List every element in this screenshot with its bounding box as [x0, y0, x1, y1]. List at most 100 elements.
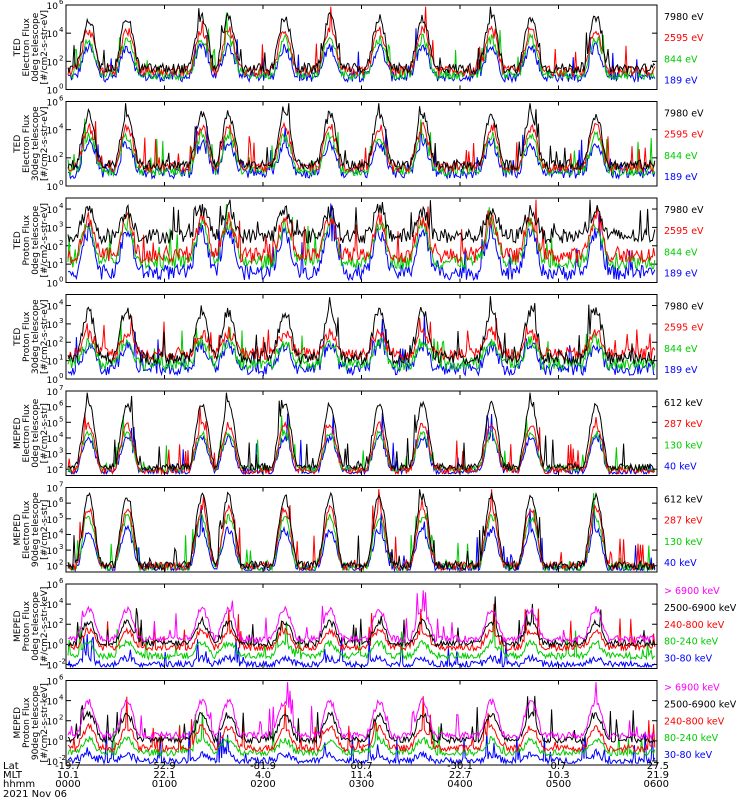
legend-entry: 40 keV — [664, 461, 697, 472]
x-tick-label-mlt: 10.3 — [547, 770, 569, 781]
legend-entry: 189 eV — [664, 365, 698, 376]
x-tick-label-hhmm: 0300 — [349, 779, 374, 790]
legend-entry: 240-800 keV — [664, 716, 725, 727]
legend-entry: 612 keV — [664, 398, 703, 409]
y-tick-base: 10 — [47, 321, 59, 331]
series-trace-ted-proton-0deg-2 — [67, 204, 656, 271]
y-tick-label: 10 — [47, 155, 59, 165]
y-tick-exponent: 0 — [59, 637, 63, 645]
x-tick-label-lat: 52.9 — [153, 761, 175, 772]
legend-entry: 844 eV — [664, 151, 698, 162]
y-tick-base: 10 — [47, 261, 59, 271]
y-tick-label: 10 — [47, 303, 59, 313]
legend-entry: 2595 eV — [664, 323, 704, 334]
y-tick-exponent: 2 — [59, 239, 63, 247]
panel-ylabel-line: 30deg telescope — [31, 106, 41, 181]
panel-stack: TED Electron Flux 0deg telescope [#/cm2-s-s… — [13, 0, 737, 768]
legend-entry: 30-80 keV — [664, 750, 713, 761]
series-trace-ted-proton-30deg-2 — [67, 320, 656, 372]
series-trace-meped-electron-0deg-2 — [67, 415, 656, 474]
y-tick-exponent: 4 — [59, 597, 64, 605]
x-row-label-lat: Lat — [3, 761, 19, 772]
panel-ylabel-line: [#/cm2-s-str] — [40, 403, 50, 463]
y-tick-label: 10 — [47, 127, 59, 137]
y-tick-label: 10 — [47, 621, 59, 631]
panel-ylabel-line: Proton Flux — [22, 214, 32, 265]
legend-entry: 2595 eV — [664, 33, 704, 44]
y-tick-base: 10 — [47, 99, 59, 109]
y-tick-base: 10 — [47, 280, 59, 290]
y-tick-base: 10 — [47, 661, 59, 671]
panel-ylabel-line: Electron Flux — [22, 403, 32, 462]
y-tick-exponent: 3 — [59, 220, 63, 228]
x-row-label-hhmm: hhmm — [3, 779, 35, 790]
panel-ylabel-line: Electron Flux — [22, 500, 32, 559]
series-trace-meped-proton-0deg-2 — [67, 603, 656, 653]
y-tick-base: 10 — [47, 243, 59, 253]
panel-ylabel-line: [#/cm2-s-str-keV] — [40, 683, 50, 762]
y-tick-label: 10 — [47, 601, 59, 611]
series-trace-ted-proton-30deg-3 — [67, 314, 655, 377]
y-tick-exponent: 2 — [59, 714, 63, 722]
series-trace-ted-electron-30deg-0 — [67, 103, 656, 172]
panel-ylabel-line: [#/cm2-s-str-eV] — [40, 299, 50, 374]
panel-ylabel-line: Proton Flux — [22, 600, 32, 651]
x-tick-label-hhmm: 0500 — [546, 779, 571, 790]
y-tick-label: 10 — [47, 404, 59, 414]
y-tick-label: 10 — [47, 758, 59, 768]
y-tick-base: 10 — [47, 224, 59, 234]
series-trace-ted-proton-0deg-3 — [67, 203, 656, 282]
panel-ylabel-line: Proton Flux — [22, 697, 32, 748]
y-tick-exponent: 2 — [59, 54, 63, 62]
y-tick-label: 10 — [47, 339, 59, 349]
legend-entry: 2595 eV — [664, 226, 704, 237]
panel-ylabel-line: [#/cm2-s-str] — [40, 500, 50, 560]
y-tick-base: 10 — [47, 758, 59, 768]
legend-entry: 40 keV — [664, 558, 697, 569]
y-tick-label: 10 — [47, 485, 59, 495]
legend-entry: 189 eV — [664, 75, 698, 86]
panel-ylabel-line: Electron Flux — [22, 114, 32, 173]
panel-ylabel-line: Electron Flux — [22, 17, 32, 76]
series-trace-meped-electron-0deg-0 — [67, 392, 656, 473]
y-tick-base: 10 — [47, 87, 59, 97]
panel-ylabel-line: [#/cm2-s-str-eV] — [40, 203, 50, 278]
series-trace-ted-proton-30deg-0 — [67, 296, 656, 366]
panel-ylabel-line: 0deg telescope — [31, 591, 41, 661]
y-tick-base: 10 — [47, 516, 59, 526]
legend-entry: 189 eV — [664, 268, 698, 279]
x-tick-label-hhmm: 0400 — [447, 779, 472, 790]
y-tick-base: 10 — [47, 435, 59, 445]
y-tick-base: 10 — [47, 155, 59, 165]
y-tick-exponent: -2 — [59, 657, 66, 665]
series-trace-meped-electron-90deg-0 — [67, 489, 656, 572]
legend-entry: > 6900 keV — [664, 586, 720, 597]
y-tick-label: 10 — [47, 376, 59, 386]
y-tick-base: 10 — [47, 738, 59, 748]
panel-frame — [65, 390, 658, 476]
y-tick-base: 10 — [47, 339, 59, 349]
y-tick-exponent: 6 — [59, 577, 64, 585]
series-trace-meped-electron-0deg-1 — [67, 406, 656, 476]
panel-ylabel-line: TED — [13, 38, 23, 57]
y-tick-exponent: 0 — [59, 276, 63, 284]
y-tick-label: 10 — [47, 224, 59, 234]
y-tick-base: 10 — [47, 531, 59, 541]
series-trace-ted-electron-30deg-2 — [67, 118, 656, 178]
panel-frame — [65, 487, 658, 573]
panel-ylabel-line: TED — [13, 328, 23, 347]
y-tick-base: 10 — [47, 718, 59, 728]
y-tick-label: 10 — [47, 99, 59, 109]
y-tick-label: 10 — [47, 435, 59, 445]
y-tick-base: 10 — [47, 485, 59, 495]
y-tick-label: 10 — [47, 58, 59, 68]
panel-ylabel-line: 30deg telescope — [31, 299, 41, 374]
panel-meped-electron-0deg: MEPED Electron Flux 0deg telescope [#/cm2-s… — [13, 384, 703, 476]
y-tick-exponent: 6 — [59, 400, 64, 408]
x-tick-label-mlt: 22.7 — [449, 770, 471, 781]
panel-ted-proton-0deg: TED Proton Flux 0deg telescope [#/cm2-s-str… — [13, 197, 704, 290]
series-trace-ted-electron-0deg-0 — [67, 6, 656, 76]
panel-ted-proton-30deg: TED Proton Flux 30deg telescope [#/cm2-s-st… — [13, 294, 704, 386]
legend-entry: 2500-6900 keV — [664, 603, 737, 614]
y-tick-label: 10 — [47, 738, 59, 748]
